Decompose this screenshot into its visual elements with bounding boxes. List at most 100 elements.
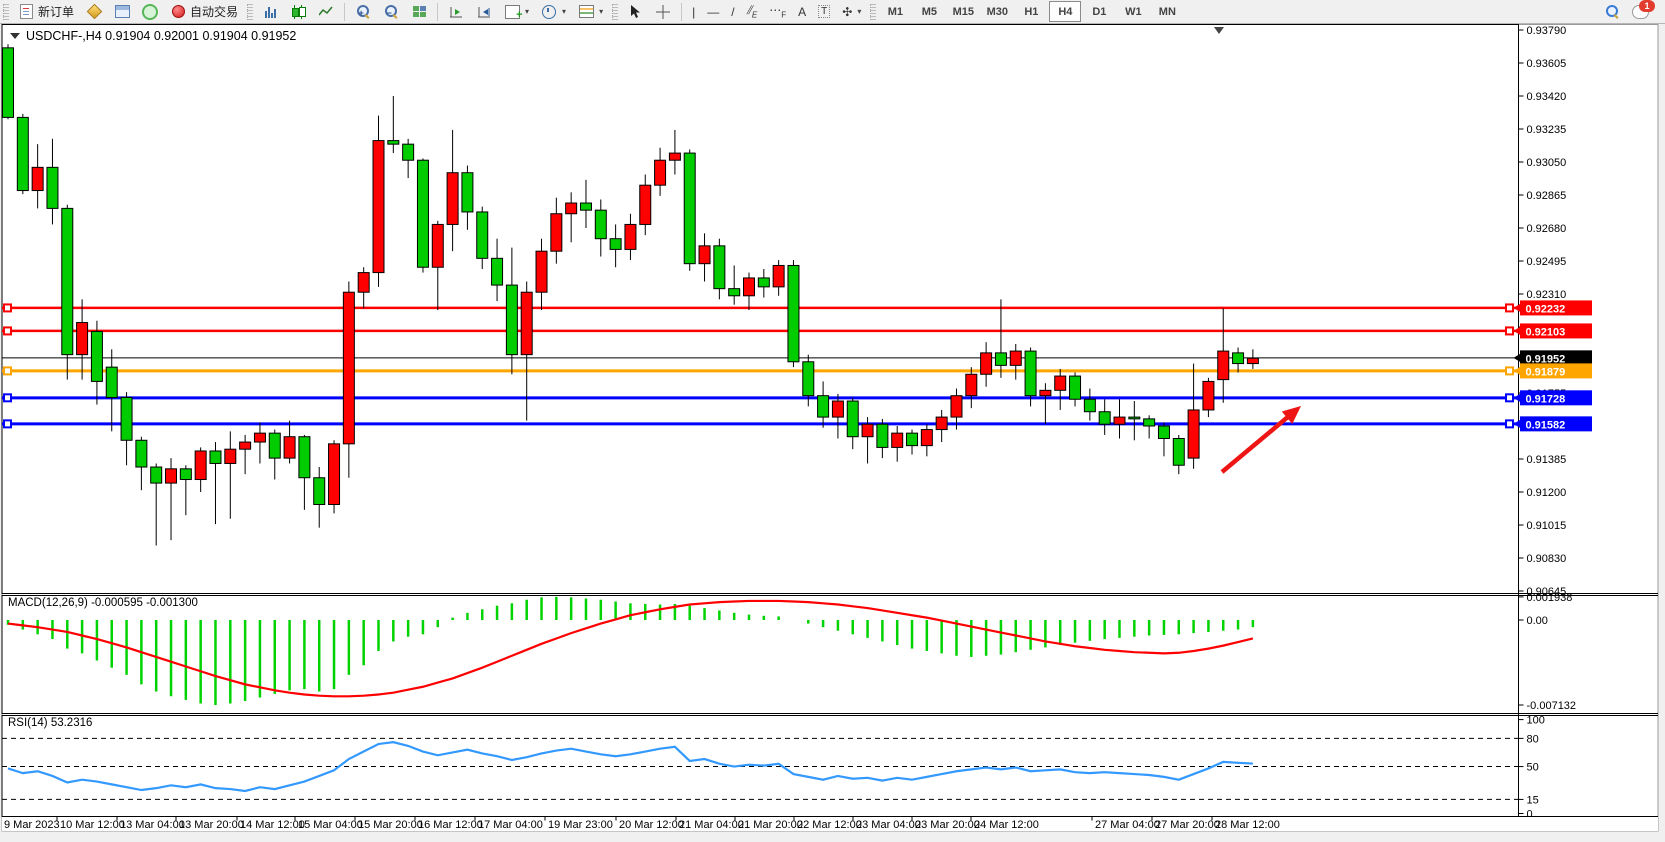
candle-bear[interactable] xyxy=(994,352,1007,366)
line-handle[interactable] xyxy=(1505,366,1514,376)
candle-bull[interactable] xyxy=(372,140,385,274)
candle-bull[interactable] xyxy=(624,223,637,250)
candle-bull[interactable] xyxy=(357,272,370,293)
candle-bear[interactable] xyxy=(1024,350,1037,397)
candle-bear[interactable] xyxy=(387,140,400,145)
fibonacci-tool-button[interactable]: ⋯F xyxy=(763,1,792,23)
candle-bull[interactable] xyxy=(1217,350,1230,381)
candle-bear[interactable] xyxy=(135,439,148,468)
timeframe-m1-button[interactable]: M1 xyxy=(887,5,903,18)
candle-bull[interactable] xyxy=(1246,357,1259,365)
toolbar-grip[interactable] xyxy=(3,3,9,20)
candle-bull[interactable] xyxy=(654,159,667,186)
candle-bull[interactable] xyxy=(165,468,178,484)
candle-bear[interactable] xyxy=(787,264,800,363)
time-axis[interactable] xyxy=(2,816,1658,832)
timeframe-h1-button[interactable]: H1 xyxy=(1024,5,1039,18)
line-handle[interactable] xyxy=(3,366,12,376)
candle-bull[interactable] xyxy=(639,184,652,225)
channel-tool-button[interactable]: ⫽E xyxy=(741,1,764,23)
candle-bull[interactable] xyxy=(520,291,533,356)
line-handle[interactable] xyxy=(3,303,12,313)
candle-bear[interactable] xyxy=(268,432,281,459)
candle-bull[interactable] xyxy=(535,250,548,293)
candle-bear[interactable] xyxy=(2,47,14,118)
candle-bear[interactable] xyxy=(476,211,489,259)
candle-bear[interactable] xyxy=(120,396,133,441)
candle-bull[interactable] xyxy=(772,264,785,288)
candle-bull[interactable] xyxy=(831,400,844,418)
market-watch-button[interactable] xyxy=(108,1,136,23)
zoom-out-button[interactable]: − xyxy=(377,1,405,23)
candle-bull[interactable] xyxy=(431,223,444,268)
candle-bull[interactable] xyxy=(1113,416,1126,425)
candle-bull[interactable] xyxy=(194,450,207,481)
line-handle[interactable] xyxy=(1505,419,1514,429)
candle-bear[interactable] xyxy=(179,468,192,481)
periods-button[interactable]: ▾ xyxy=(535,1,572,23)
candle-bull[interactable] xyxy=(920,429,933,447)
candle-bull[interactable] xyxy=(1187,409,1200,459)
candle-bull[interactable] xyxy=(980,352,993,375)
timeframe-m5-button[interactable]: M5 xyxy=(921,5,937,18)
text-label-tool-button[interactable]: T xyxy=(812,1,836,23)
zoom-in-button[interactable]: + xyxy=(349,1,377,23)
candle-bull[interactable] xyxy=(565,202,578,215)
candle-bear[interactable] xyxy=(1128,416,1141,420)
candle-bear[interactable] xyxy=(609,238,622,250)
candle-bear[interactable] xyxy=(1157,425,1170,439)
chart-shift-marker[interactable] xyxy=(1214,27,1224,34)
candle-bull[interactable] xyxy=(76,322,89,356)
timeframe-d1-button[interactable]: D1 xyxy=(1092,5,1107,18)
candle-bull[interactable] xyxy=(1054,375,1067,391)
line-handle[interactable] xyxy=(3,326,12,336)
candle-bull[interactable] xyxy=(891,432,904,448)
candle-bull[interactable] xyxy=(283,436,296,459)
candle-bear[interactable] xyxy=(1143,418,1156,427)
timeframe-w1-button[interactable]: W1 xyxy=(1125,5,1142,18)
candle-bear[interactable] xyxy=(713,245,726,290)
toolbar-grip[interactable] xyxy=(870,3,877,20)
trendline-tool-button[interactable]: / xyxy=(725,1,740,23)
candle-bear[interactable] xyxy=(402,143,415,161)
candle-bear[interactable] xyxy=(313,477,326,505)
arrows-tool-button[interactable]: ✣ ▾ xyxy=(836,1,867,23)
candle-bear[interactable] xyxy=(728,288,741,297)
arrow-annotation-head[interactable] xyxy=(1281,406,1301,424)
line-handle[interactable] xyxy=(1505,393,1514,403)
candle-bull[interactable] xyxy=(965,373,978,397)
candle-bear[interactable] xyxy=(846,400,859,438)
candle-bear[interactable] xyxy=(16,116,29,192)
toolbar-grip[interactable] xyxy=(612,3,619,20)
candlestick-chart-button[interactable] xyxy=(284,1,312,23)
candle-bear[interactable] xyxy=(594,209,607,240)
arrow-annotation[interactable] xyxy=(1220,410,1295,474)
candle-bull[interactable] xyxy=(668,152,681,161)
line-handle[interactable] xyxy=(3,393,12,403)
tile-windows-button[interactable] xyxy=(405,1,433,23)
candle-bear[interactable] xyxy=(1098,411,1111,425)
candle-bear[interactable] xyxy=(505,284,518,356)
candle-bull[interactable] xyxy=(1009,350,1022,366)
candle-bear[interactable] xyxy=(579,202,592,211)
candle-bear[interactable] xyxy=(298,436,311,479)
line-handle[interactable] xyxy=(1505,326,1514,336)
candle-bear[interactable] xyxy=(105,366,118,398)
candle-bear[interactable] xyxy=(46,166,59,209)
candle-bear[interactable] xyxy=(1232,352,1245,365)
auto-trading-button[interactable]: 自动交易 xyxy=(164,1,244,23)
bar-chart-button[interactable] xyxy=(256,1,284,23)
candle-bear[interactable] xyxy=(461,172,474,213)
candle-bull[interactable] xyxy=(446,172,459,225)
line-handle[interactable] xyxy=(1505,303,1514,313)
candle-bull[interactable] xyxy=(239,441,252,450)
candle-bear[interactable] xyxy=(416,159,429,268)
navigator-button[interactable] xyxy=(136,1,164,23)
timeframe-m30-button[interactable]: M30 xyxy=(986,5,1009,18)
new-chart-button[interactable]: ▾ xyxy=(498,1,535,23)
candle-bear[interactable] xyxy=(150,466,163,484)
candle-bear[interactable] xyxy=(683,152,696,265)
candle-bear[interactable] xyxy=(1069,375,1082,400)
candle-bear[interactable] xyxy=(491,257,504,286)
timeframe-h4-button[interactable]: H4 xyxy=(1049,1,1082,22)
